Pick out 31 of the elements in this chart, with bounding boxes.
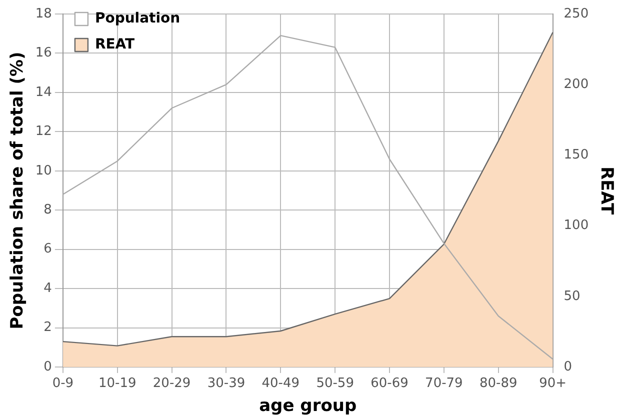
x-tick-label: 0-9 (52, 376, 74, 392)
x-tick-label: 30-39 (207, 376, 246, 392)
y2-tick-label: 0 (564, 359, 572, 374)
y2-tick-label: 50 (564, 288, 580, 304)
y2-tick-label: 150 (564, 148, 589, 163)
y-tick-label: 4 (44, 280, 52, 296)
x-tick-label: 10-19 (98, 376, 136, 392)
y-tick-label: 18 (35, 6, 52, 22)
y-tick-label: 0 (44, 359, 52, 374)
y-tick-label: 16 (35, 46, 52, 61)
x-tick-label: 70-79 (425, 376, 463, 392)
x-tick-label: 40-49 (262, 376, 300, 392)
x-tick-label: 90+ (539, 376, 567, 392)
x-tick-label: 50-59 (316, 376, 354, 392)
y-tick-label: 10 (35, 163, 52, 178)
x-axis-title: age group (259, 396, 357, 416)
y2-axis-title: REAT (596, 166, 616, 215)
y2-tick-label: 200 (564, 76, 589, 92)
y-tick-label: 6 (44, 242, 52, 257)
y-tick-label: 2 (44, 320, 52, 336)
x-tick-label: 20-29 (152, 376, 191, 392)
y-tick-label: 8 (44, 202, 52, 218)
x-tick-label: 80-89 (479, 376, 518, 392)
y2-tick-label: 250 (564, 6, 589, 22)
y-tick-label: 12 (35, 124, 52, 140)
y2-tick-label: 100 (564, 218, 589, 234)
y-tick-label: 14 (35, 84, 52, 100)
y-axis-title: Population share of total (%) (8, 52, 28, 330)
x-tick-label: 60-69 (370, 376, 408, 392)
legend-label: REAT (94, 36, 136, 53)
legend-label: Population (94, 10, 180, 27)
